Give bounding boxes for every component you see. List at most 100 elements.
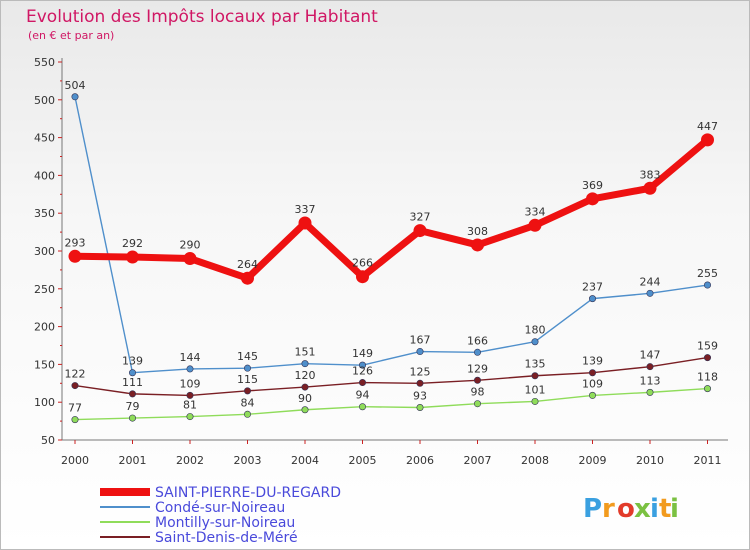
x-tick-label: 2003 [234, 454, 262, 467]
y-tick-label: 400 [34, 169, 55, 182]
logo-letter: x [634, 494, 651, 524]
data-point [186, 365, 194, 373]
axes: 50 100 150 200 250 300 350 400 450 500 550 2000 2001… [34, 56, 728, 467]
data-label: 290 [180, 239, 201, 252]
data-point [71, 93, 79, 101]
data-point [71, 382, 79, 390]
data-point [126, 250, 139, 264]
data-label: 327 [410, 211, 431, 224]
data-point [186, 391, 194, 399]
logo-letter: i [650, 494, 659, 524]
data-label: 93 [413, 389, 427, 402]
data-point [244, 410, 252, 418]
data-point [129, 369, 137, 377]
data-label: 129 [467, 362, 488, 375]
data-label: 149 [352, 347, 373, 360]
legend-label: Saint-Denis-de-Méré [155, 530, 298, 546]
data-label: 101 [525, 383, 546, 396]
data-point [643, 181, 657, 195]
data-label: 308 [467, 225, 488, 238]
data-label: 90 [298, 392, 312, 405]
data-label: 180 [525, 324, 546, 337]
data-label: 255 [697, 267, 718, 280]
x-tick-label: 2001 [119, 454, 147, 467]
data-point [646, 289, 654, 297]
data-labels: 77 79 81 84 90 94 93 98 101 109 113 118 122 111 109 115… [65, 79, 719, 415]
data-point [531, 372, 539, 380]
data-label: 126 [352, 365, 373, 378]
data-point [298, 216, 312, 230]
y-tick-label: 300 [34, 245, 55, 258]
logo-letter: o [617, 494, 635, 524]
data-label: 504 [65, 79, 86, 92]
data-label: 135 [525, 358, 546, 371]
data-label: 118 [697, 371, 718, 384]
data-label: 79 [126, 400, 140, 413]
data-label: 115 [237, 373, 258, 386]
data-label: 109 [180, 377, 201, 390]
data-label: 113 [640, 374, 661, 387]
data-label: 159 [697, 340, 718, 353]
data-point [473, 376, 481, 384]
logo-letter: r [602, 494, 615, 524]
legend-label: Condé-sur-Noireau [155, 500, 285, 516]
x-tick-label: 2006 [406, 454, 434, 467]
data-label: 111 [122, 376, 143, 389]
data-label: 383 [640, 168, 661, 181]
data-point [358, 403, 366, 411]
data-label: 84 [241, 396, 255, 409]
data-point [416, 379, 424, 387]
y-tick-label: 50 [41, 434, 55, 447]
data-point [301, 383, 309, 391]
data-point [71, 416, 79, 424]
y-tick-label: 500 [34, 94, 55, 107]
data-point [646, 363, 654, 371]
data-label: 147 [640, 349, 661, 362]
series-line [74, 137, 710, 282]
data-point [186, 413, 194, 421]
series-line [74, 356, 708, 397]
data-point [588, 391, 596, 399]
y-tick-label: 350 [34, 207, 55, 220]
data-label: 151 [295, 346, 316, 359]
logo-letter: t [659, 494, 671, 524]
data-label: 81 [183, 399, 197, 412]
data-point [129, 390, 137, 398]
series-line [74, 96, 708, 374]
data-point [588, 369, 596, 377]
data-point [588, 295, 596, 303]
data-label: 139 [582, 355, 603, 368]
data-label: 167 [410, 334, 431, 347]
data-point [129, 414, 137, 422]
data-point [301, 360, 309, 368]
data-point [528, 218, 542, 232]
data-label: 244 [640, 275, 661, 288]
data-label: 334 [525, 205, 546, 218]
x-tick-label: 2009 [579, 454, 607, 467]
data-point [183, 252, 197, 266]
x-tick-label: 2000 [61, 454, 89, 467]
data-point [413, 224, 427, 238]
data-label: 120 [295, 369, 316, 382]
data-label: 337 [295, 203, 316, 216]
data-point [358, 379, 366, 387]
data-label: 447 [697, 120, 718, 133]
x-tick-label: 2007 [464, 454, 492, 467]
data-label: 125 [410, 365, 431, 378]
data-point [244, 387, 252, 395]
data-point [68, 249, 82, 263]
data-label: 264 [237, 258, 258, 271]
y-tick-label: 100 [34, 396, 55, 409]
data-point [241, 271, 254, 285]
x-tick-label: 2010 [636, 454, 664, 467]
data-label: 122 [65, 368, 86, 381]
data-point [244, 364, 252, 372]
chart-title: Evolution des Impôts locaux par Habitant [26, 7, 378, 27]
data-label: 266 [352, 257, 373, 270]
x-tick-label: 2004 [291, 454, 319, 467]
data-point [416, 348, 424, 356]
data-point [531, 397, 539, 405]
series-line [74, 387, 708, 421]
